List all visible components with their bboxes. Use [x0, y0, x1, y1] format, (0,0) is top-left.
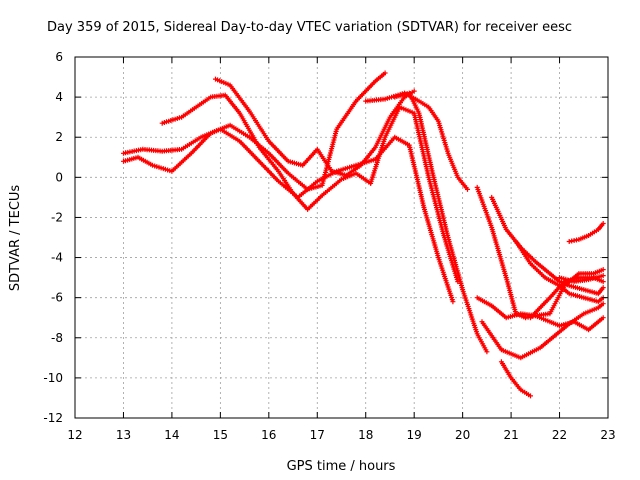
- series-markers: [498, 359, 533, 399]
- y-tick-label: -10: [43, 371, 63, 385]
- x-tick-label: 22: [552, 428, 567, 442]
- series-track-6: [392, 90, 490, 355]
- x-tick-label: 17: [310, 428, 325, 442]
- series-track-10: [474, 295, 606, 333]
- x-tick-label: 19: [407, 428, 422, 442]
- data-traces: [121, 70, 606, 399]
- series-track-8: [489, 194, 606, 297]
- y-axis-label: SDTVAR / TECUs: [8, 185, 23, 292]
- series-markers: [479, 301, 606, 361]
- series-track-3: [159, 92, 461, 285]
- series-track-5: [363, 90, 470, 192]
- series-line: [123, 127, 455, 303]
- y-tick-label: 0: [55, 170, 63, 184]
- x-tick-label: 12: [67, 428, 82, 442]
- plot-frame: [74, 56, 609, 419]
- y-tick-labels: 6 4 2 0 -2 -4 -6 -8 -10 -12: [43, 50, 63, 425]
- x-tick-label: 16: [261, 428, 276, 442]
- series-track-2: [121, 126, 456, 305]
- x-tick-labels: 12 13 14 15 16 17 18 19 20 21 22 23: [67, 428, 615, 442]
- series-markers: [159, 92, 461, 285]
- series-markers: [121, 126, 456, 305]
- x-tick-label: 23: [600, 428, 615, 442]
- series-track-11: [479, 301, 606, 361]
- y-tick-label: -6: [51, 291, 63, 305]
- x-tick-label: 18: [358, 428, 373, 442]
- series-track-4: [213, 76, 417, 178]
- y-tick-label: 2: [55, 130, 63, 144]
- grid: [75, 57, 608, 418]
- series-markers: [474, 184, 606, 321]
- series-markers: [392, 90, 490, 355]
- series-track-14: [566, 221, 606, 244]
- series-track-9: [513, 239, 606, 305]
- series-markers: [213, 76, 417, 178]
- chart-title: Day 359 of 2015, Sidereal Day-to-day VTE…: [47, 20, 572, 35]
- series-track-12: [498, 359, 533, 399]
- x-tick-label: 15: [213, 428, 228, 442]
- axis-ticks: [74, 56, 609, 419]
- x-axis-label: GPS time / hours: [287, 459, 396, 474]
- x-tick-label: 13: [116, 428, 131, 442]
- y-tick-label: -2: [51, 210, 63, 224]
- y-tick-label: -4: [51, 251, 63, 265]
- series-track-15: [557, 273, 606, 285]
- y-tick-label: -8: [51, 331, 63, 345]
- x-tick-label: 14: [164, 428, 179, 442]
- y-tick-label: 6: [55, 50, 63, 64]
- series-markers: [557, 273, 606, 285]
- x-tick-label: 20: [455, 428, 470, 442]
- y-tick-label: -12: [43, 411, 63, 425]
- x-tick-label: 21: [503, 428, 518, 442]
- series-line: [123, 72, 386, 191]
- series-markers: [566, 221, 606, 244]
- y-tick-label: 4: [55, 90, 63, 104]
